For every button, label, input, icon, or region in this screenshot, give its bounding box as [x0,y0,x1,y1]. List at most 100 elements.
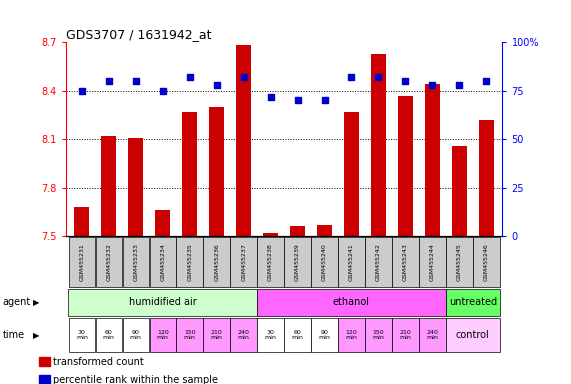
Bar [290,227,305,236]
Bar [95,237,122,287]
Point [266,93,275,99]
Bar [473,237,500,287]
Bar [231,237,257,287]
Bar [425,84,440,236]
Text: percentile rank within the sample: percentile rank within the sample [53,375,218,384]
Bar [419,318,445,352]
Text: GSM455242: GSM455242 [376,243,381,281]
Point [482,78,491,84]
Bar [69,237,95,287]
Text: GSM455244: GSM455244 [430,243,435,281]
Point [374,74,383,80]
Bar [311,318,337,352]
Bar [284,237,311,287]
Text: 210
min: 210 min [211,329,223,341]
Bar [236,45,251,236]
Bar [74,207,89,236]
Text: GSM455232: GSM455232 [106,243,111,281]
Text: transformed count: transformed count [53,357,144,367]
Point [428,82,437,88]
Bar [371,53,386,236]
Point [239,74,248,80]
Text: GSM455235: GSM455235 [187,243,192,281]
Point [401,78,410,84]
Bar [258,237,284,287]
Text: ethanol: ethanol [333,297,370,308]
Bar [398,96,413,236]
Text: GSM455233: GSM455233 [133,243,138,281]
Bar [209,107,224,236]
Text: GSM455241: GSM455241 [349,243,354,281]
Text: GDS3707 / 1631942_at: GDS3707 / 1631942_at [66,28,211,41]
Bar [123,237,149,287]
Text: ▶: ▶ [33,298,39,307]
Bar [39,357,50,366]
Text: 150
min: 150 min [184,329,196,341]
Bar [446,318,500,352]
Point [212,82,221,88]
Bar [69,289,257,316]
Text: control: control [456,330,490,340]
Bar [176,318,203,352]
Text: GSM455243: GSM455243 [403,243,408,281]
Point [455,82,464,88]
Bar [344,112,359,236]
Point [158,88,167,94]
Text: 210
min: 210 min [400,329,411,341]
Bar [311,237,337,287]
Bar [452,146,467,236]
Text: GSM455237: GSM455237 [241,243,246,281]
Bar [102,136,116,236]
Text: ▶: ▶ [33,331,39,339]
Bar [257,289,446,316]
Bar [419,237,445,287]
Text: GSM455240: GSM455240 [322,243,327,281]
Text: agent: agent [3,297,31,308]
Text: GSM455231: GSM455231 [79,243,85,281]
Bar [392,237,419,287]
Bar [479,120,494,236]
Point [347,74,356,80]
Bar [182,112,197,236]
Bar [446,289,500,316]
Bar [155,210,170,236]
Text: 30
min: 30 min [264,329,276,341]
Bar [365,237,392,287]
Text: 30
min: 30 min [76,329,88,341]
Text: 60
min: 60 min [103,329,115,341]
Text: 240
min: 240 min [238,329,250,341]
Text: time: time [3,330,25,340]
Bar [69,318,95,352]
Bar [258,318,284,352]
Bar [365,318,392,352]
Bar [150,237,176,287]
Bar [128,137,143,236]
Point [104,78,114,84]
Text: 90
min: 90 min [130,329,142,341]
Bar [176,237,203,287]
Text: 150
min: 150 min [372,329,384,341]
Bar [446,237,473,287]
Text: GSM455234: GSM455234 [160,243,165,281]
Text: GSM455238: GSM455238 [268,243,273,281]
Point [131,78,140,84]
Text: 120
min: 120 min [345,329,357,341]
Bar [150,318,176,352]
Bar [123,318,149,352]
Text: 120
min: 120 min [157,329,168,341]
Bar [95,318,122,352]
Bar [231,318,257,352]
Bar [284,318,311,352]
Text: 60
min: 60 min [292,329,304,341]
Point [185,74,194,80]
Text: GSM455239: GSM455239 [295,243,300,281]
Bar [203,237,230,287]
Bar [338,237,365,287]
Bar [203,318,230,352]
Bar [39,376,50,384]
Text: untreated: untreated [449,297,497,308]
Bar [392,318,419,352]
Text: GSM455245: GSM455245 [457,243,462,281]
Text: GSM455246: GSM455246 [484,243,489,281]
Text: humidified air: humidified air [129,297,196,308]
